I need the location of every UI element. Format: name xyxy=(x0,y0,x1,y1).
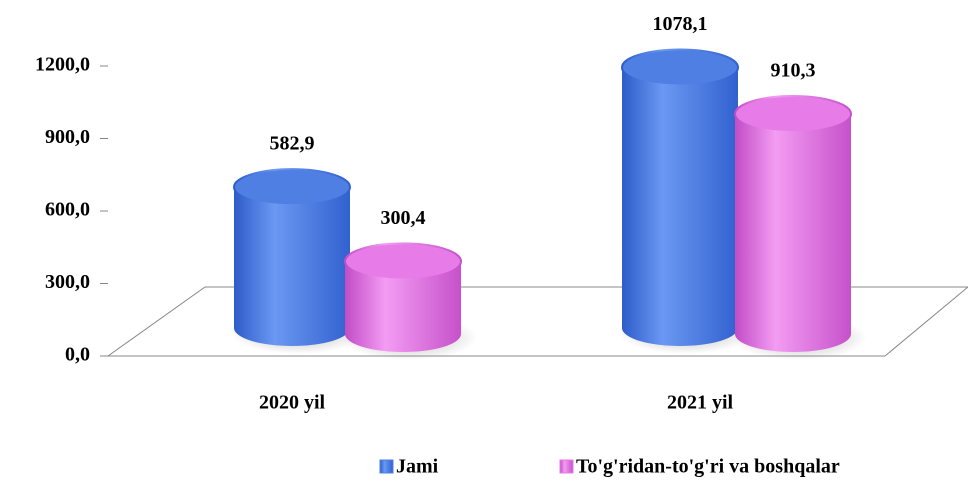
legend-swatch xyxy=(559,459,574,474)
cylinder-top xyxy=(233,168,351,207)
y-tick-label: 300,0 xyxy=(45,271,90,293)
value-label: 910,3 xyxy=(771,60,816,82)
cylinder xyxy=(734,95,852,352)
cylinder-top xyxy=(344,242,462,281)
cylinder-body xyxy=(622,67,738,346)
cylinder-body xyxy=(345,261,461,352)
cylinder xyxy=(233,168,351,346)
cylinder-body xyxy=(234,187,350,346)
value-label: 300,4 xyxy=(381,207,426,229)
cylinder xyxy=(344,242,462,352)
cylinder-body xyxy=(735,114,851,352)
cylinder-top xyxy=(734,95,852,134)
y-tick-label: 1200,0 xyxy=(35,54,90,76)
cylinder-top xyxy=(621,48,739,87)
value-label: 1078,1 xyxy=(653,13,708,35)
y-tick-label: 900,0 xyxy=(45,126,90,148)
legend-swatch xyxy=(379,459,394,474)
y-tick-label: 0,0 xyxy=(65,344,90,366)
legend-label: Jami xyxy=(396,456,439,478)
x-tick-label: 2020 yil xyxy=(259,392,326,414)
y-tick-label: 600,0 xyxy=(45,199,90,221)
value-label: 582,9 xyxy=(270,133,315,155)
legend-label: To'g'ridan-to'g'ri va boshqalar xyxy=(576,456,840,478)
cylinder xyxy=(621,48,739,346)
x-tick-label: 2021 yil xyxy=(667,392,734,414)
